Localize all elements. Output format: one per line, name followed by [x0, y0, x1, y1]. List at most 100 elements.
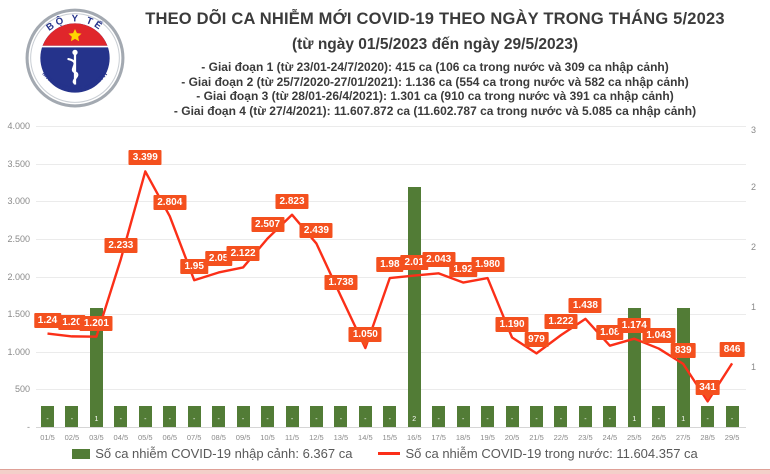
- legend-item-imported: Số ca nhiễm COVID-19 nhập cảnh: 6.367 ca: [72, 446, 352, 461]
- imported-cases-bar: [334, 405, 348, 427]
- line-data-label: 2.804: [153, 195, 187, 211]
- line-data-label: 1.201: [79, 315, 113, 331]
- line-data-label: 2.823: [275, 193, 309, 209]
- imported-cases-bar: [432, 405, 446, 427]
- imported-cases-bar: [236, 405, 250, 427]
- bar-value-label: 2: [412, 416, 417, 423]
- x-axis-tick: 15/5: [382, 433, 398, 442]
- logo-wreath-ring: [25, 8, 125, 108]
- gridline: [36, 276, 746, 278]
- legend-green-bar-swatch: [72, 448, 91, 459]
- imported-cases-bar: [65, 405, 79, 427]
- imported-cases-bar: [261, 405, 275, 427]
- bar-value-label: 1: [94, 416, 99, 423]
- gridline: [36, 126, 746, 128]
- x-axis-tick: 02/5: [64, 433, 80, 442]
- line-data-label: 979: [524, 332, 549, 348]
- legend-imported-label: Số ca nhiễm COVID-19 nhập cảnh: 6.367 ca: [95, 446, 353, 461]
- line-data-label: 846: [719, 342, 745, 358]
- imported-cases-bar: [212, 405, 226, 427]
- line-data-label: 1.043: [642, 327, 676, 343]
- y-axis-tick: 4.000: [7, 121, 30, 132]
- bar-value-label: -: [388, 416, 391, 423]
- imported-cases-bar: [114, 405, 128, 427]
- line-data-label: 2.507: [251, 217, 285, 233]
- line-data-label: 1.95: [180, 259, 208, 275]
- imported-cases-bar: [701, 405, 715, 427]
- y-axis-tick: 2.500: [7, 234, 30, 244]
- x-axis-tick: 28/5: [700, 433, 715, 442]
- x-axis-tick: 19/5: [480, 433, 495, 442]
- x-axis-tick: 05/5: [137, 433, 153, 442]
- x-axis-tick: 12/5: [309, 433, 324, 442]
- x-axis-tick: 23/5: [578, 433, 593, 442]
- bar-value-label: -: [584, 416, 587, 423]
- bar-value-label: -: [486, 416, 489, 423]
- right-axis-tick-fragment: 3: [751, 125, 757, 135]
- bar-value-label: -: [510, 416, 514, 423]
- imported-cases-bar: [383, 405, 397, 427]
- x-axis-tick: 27/5: [675, 433, 691, 442]
- phase-line-2: - Giai đoạn 2 (từ 25/7/2020-27/01/2021):…: [181, 74, 689, 89]
- line-data-label: 1.738: [324, 275, 358, 291]
- y-axis-tick: 500: [14, 384, 30, 395]
- bar-value-label: -: [119, 416, 123, 423]
- gridline: [36, 239, 746, 240]
- line-data-label: 1.24: [33, 312, 62, 328]
- right-axis-tick-fragment: 2: [751, 182, 757, 192]
- x-axis-tick: 21/5: [529, 433, 544, 442]
- line-data-label: 341: [695, 380, 720, 396]
- x-axis-tick: 03/5: [89, 433, 104, 442]
- line-data-label: 1.190: [495, 316, 529, 332]
- x-axis-tick: 04/5: [113, 433, 129, 442]
- imported-cases-bar: [481, 405, 495, 427]
- x-axis-tick: 06/5: [162, 433, 178, 442]
- line-data-label: 1.438: [568, 297, 602, 313]
- imported-cases-bar: [676, 308, 690, 427]
- bar-value-label: 1: [681, 416, 686, 423]
- phase-line-3: - Giai đoạn 3 (từ 28/01-26/4/2021): 1.30…: [196, 89, 674, 104]
- chart-legend: Số ca nhiễm COVID-19 nhập cảnh: 6.367 ca…: [0, 446, 770, 461]
- y-axis-tick: 1.500: [7, 309, 30, 320]
- imported-cases-bar: [505, 405, 519, 427]
- logo-snake-icon: [67, 57, 79, 85]
- x-axis-tick: 09/5: [235, 433, 251, 442]
- phase-line-4: - Giai đoạn 4 (từ 27/4/2021): 11.607.872…: [173, 103, 697, 118]
- y-axis-tick: 2.000: [7, 271, 30, 282]
- x-axis-tick: 11/5: [284, 433, 300, 442]
- legend-domestic-label: Số ca nhiễm COVID-19 trong nước: 11.604.…: [405, 446, 698, 461]
- bottom-banner-strip: [0, 469, 770, 474]
- x-axis-tick: 24/5: [602, 433, 618, 442]
- line-data-label: 1.98: [376, 257, 404, 273]
- right-axis-tick-fragment: 1: [751, 302, 757, 312]
- logo-staff: [73, 53, 77, 85]
- page-title: THEO DÕI CA NHIỄM MỚI COVID-19 THEO NGÀY…: [145, 10, 725, 28]
- bar-value-label: -: [290, 416, 294, 423]
- x-axis-line: [36, 427, 746, 428]
- imported-cases-bar: [285, 405, 299, 427]
- bar-value-label: -: [315, 416, 318, 423]
- imported-cases-bar: [530, 405, 543, 427]
- logo-wreath-ring-inner: [30, 13, 120, 103]
- line-data-label: 2.122: [226, 246, 260, 262]
- line-data-label: 2.233: [104, 238, 138, 254]
- bar-value-label: -: [266, 416, 269, 423]
- x-axis-tick: 20/5: [504, 433, 520, 442]
- x-axis-tick: 22/5: [553, 433, 569, 442]
- bar-value-label: -: [217, 416, 220, 423]
- imported-cases-bar: [456, 405, 470, 427]
- x-axis-tick: 01/5: [40, 433, 55, 442]
- line-data-label: 839: [670, 342, 696, 358]
- y-axis-tick: -: [27, 422, 30, 432]
- x-axis-tick: 29/5: [724, 433, 740, 442]
- bar-value-label: -: [706, 416, 709, 423]
- line-data-label: 1.980: [471, 257, 505, 273]
- imported-cases-bar: [603, 405, 617, 427]
- legend-red-line-swatch: [378, 452, 401, 455]
- bar-value-label: -: [461, 416, 465, 423]
- bar-value-label: -: [608, 416, 612, 423]
- ministry-of-health-logo: BỘ Y TẾ MINISTRY OF HEALTH: [25, 8, 125, 108]
- phase-line-1: - Giai đoạn 1 (từ 23/01-24/7/2020): 415 …: [201, 60, 669, 74]
